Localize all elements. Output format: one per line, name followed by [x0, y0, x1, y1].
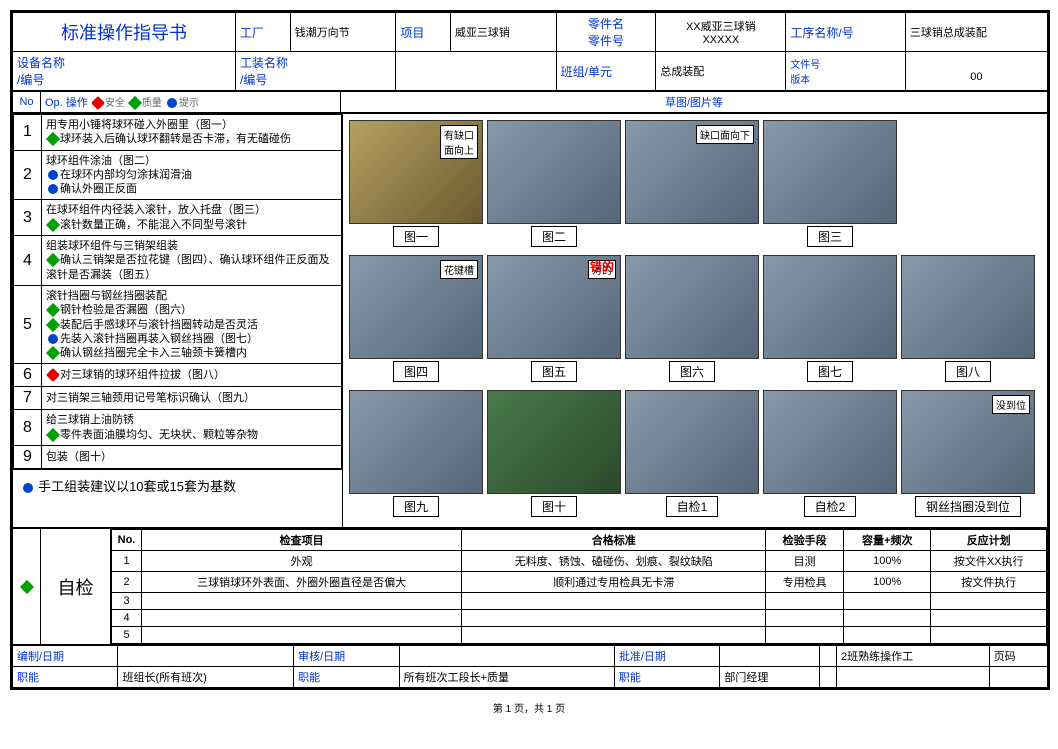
figure-caption: 图八: [945, 361, 991, 382]
figure-caption: 自检1: [666, 496, 719, 517]
col-op: Op. 操作: [45, 97, 88, 109]
figure-box: 图六: [625, 255, 759, 382]
project-label: 项目: [396, 13, 451, 52]
figure-box: 图二: [487, 120, 621, 247]
figure-caption: 钢丝挡圈没到位: [915, 496, 1021, 517]
op-number: 4: [14, 236, 42, 286]
inspection-section: 自检 No.检查项目合格标准检验手段容量+频次反应计划1外观无料度、锈蚀、磕碰伤…: [12, 528, 1048, 645]
op-number: 9: [14, 446, 42, 469]
figure-image: 花键槽: [349, 255, 483, 359]
op-text: 滚针挡圈与钢丝挡圈装配钢针检验是否漏圈（图六）装配后手感球环与滚针挡圈转动是否灵…: [42, 285, 342, 363]
drawing-label: 草图/图片等: [341, 92, 1048, 113]
docno-label: 文件号: [790, 60, 820, 71]
figure-caption: 图六: [669, 361, 715, 382]
figure-image: 缺口面向下: [625, 120, 759, 224]
figure-box: 自检2: [763, 390, 897, 517]
col-no: No: [13, 92, 41, 113]
rev-label: 版本: [790, 75, 810, 86]
body-table: 1用专用小锤将球环碰入外圈里（图一）球环装入后确认球环翻转是否卡滞，有无磕碰伤2…: [12, 113, 1048, 528]
partno-value: XXXXX: [702, 34, 739, 46]
figure-box: 有缺口 面向上图一: [349, 120, 483, 247]
footer-table: 编制/日期审核/日期批准/日期2班熟练操作工页码职能班组长(所有班次)职能所有班…: [12, 645, 1048, 688]
op-text: 包装（图十）: [42, 446, 342, 469]
tip-icon: [23, 483, 33, 493]
op-number: 6: [14, 364, 42, 387]
process-value: 三球销总成装配: [905, 13, 1047, 52]
figure-box: 图九: [349, 390, 483, 517]
figure-caption: 图九: [393, 496, 439, 517]
op-number: 2: [14, 150, 42, 200]
figure-image: 有缺口 面向上: [349, 120, 483, 224]
figure-box: 花键槽图四: [349, 255, 483, 382]
figure-image: 没到位: [901, 390, 1035, 494]
sop-document: 标准操作指导书 工厂 钱潮万向节 项目 威亚三球销 零件名 零件号 XX威亚三球…: [10, 10, 1050, 690]
quality-icon: [19, 580, 33, 594]
safety-icon: [91, 96, 105, 110]
op-text: 组装球环组件与三销架组装确认三销架是否拉花键（图四）、确认球环组件正反面及滚针是…: [42, 236, 342, 286]
legend-row: No Op. 操作 安全 质量 提示 草图/图片等: [12, 91, 1048, 113]
header-table: 标准操作指导书 工厂 钱潮万向节 项目 威亚三球销 零件名 零件号 XX威亚三球…: [12, 12, 1048, 91]
equip-label: 设备名称 /编号: [13, 52, 236, 91]
figure-image: [625, 390, 759, 494]
page-number: 第 1 页，共 1 页: [0, 700, 1058, 715]
figure-image: [763, 120, 897, 224]
figure-caption: 图四: [393, 361, 439, 382]
figure-box: 对的错的图五: [487, 255, 621, 382]
team-label: 班组/单元: [556, 52, 656, 91]
op-number: 3: [14, 200, 42, 236]
inspection-title: 自检: [41, 529, 111, 645]
figure-box: 自检1: [625, 390, 759, 517]
figures-area: 有缺口 面向上图一图二缺口面向下图三花键槽图四对的错的图五图六图七图八图九图十自…: [343, 114, 1048, 528]
op-number: 1: [14, 115, 42, 151]
op-text: 在球环组件内径装入滚针，放入托盘（图三）滚针数量正确，不能混入不同型号滚针: [42, 200, 342, 236]
ops-list: 1用专用小锤将球环碰入外圈里（图一）球环装入后确认球环翻转是否卡滞，有无磕碰伤2…: [13, 114, 342, 469]
figure-caption: 自检2: [804, 496, 857, 517]
figure-caption: 图五: [531, 361, 577, 382]
partno-label: 零件号: [588, 34, 624, 48]
figure-caption: 图三: [807, 226, 853, 247]
partname-label: 零件名: [588, 17, 624, 31]
op-number: 7: [14, 387, 42, 410]
figure-box: 图三: [763, 120, 897, 247]
figure-box: 图十: [487, 390, 621, 517]
project-value: 威亚三球销: [450, 13, 556, 52]
fixture-label: 工装名称 /编号: [236, 52, 396, 91]
figure-box: 图八: [901, 255, 1035, 382]
op-text: 对三球销的球环组件拉拔（图八）: [42, 364, 342, 387]
figure-box: 图七: [763, 255, 897, 382]
quality-icon: [128, 96, 142, 110]
process-label: 工序名称/号: [786, 13, 906, 52]
factory-label: 工厂: [236, 13, 291, 52]
partname-value: XX威亚三球销: [686, 21, 756, 33]
figure-caption: 图十: [531, 496, 577, 517]
figure-caption: 图二: [531, 226, 577, 247]
op-number: 5: [14, 285, 42, 363]
inspection-table: No.检查项目合格标准检验手段容量+频次反应计划1外观无料度、锈蚀、磕碰伤、划痕…: [111, 529, 1047, 644]
op-text: 球环组件涂油（图二）在球环内部均匀涂抹润滑油确认外圈正反面: [42, 150, 342, 200]
figure-caption: 图一: [393, 226, 439, 247]
figure-box: 没到位钢丝挡圈没到位: [901, 390, 1035, 517]
op-text: 对三销架三轴颈用记号笔标识确认（图九）: [42, 387, 342, 410]
figure-caption: 图七: [807, 361, 853, 382]
op-text: 给三球销上油防锈零件表面油膜均匀、无块状、颗粒等杂物: [42, 410, 342, 446]
figure-image: [487, 120, 621, 224]
tip-icon: [167, 98, 177, 108]
figure-image: [763, 390, 897, 494]
figure-image: [763, 255, 897, 359]
figure-image: [487, 390, 621, 494]
op-number: 8: [14, 410, 42, 446]
rev-value: 00: [970, 71, 982, 83]
doc-title: 标准操作指导书: [13, 13, 236, 52]
figure-image: [901, 255, 1035, 359]
figure-box: 缺口面向下: [625, 120, 759, 224]
figure-image: [349, 390, 483, 494]
figure-image: 对的错的: [487, 255, 621, 359]
factory-value: 钱潮万向节: [290, 13, 396, 52]
team-value: 总成装配: [656, 52, 786, 91]
figure-image: [625, 255, 759, 359]
op-text: 用专用小锤将球环碰入外圈里（图一）球环装入后确认球环翻转是否卡滞，有无磕碰伤: [42, 115, 342, 151]
assembly-note: 手工组装建议以10套或15套为基数: [38, 479, 236, 494]
